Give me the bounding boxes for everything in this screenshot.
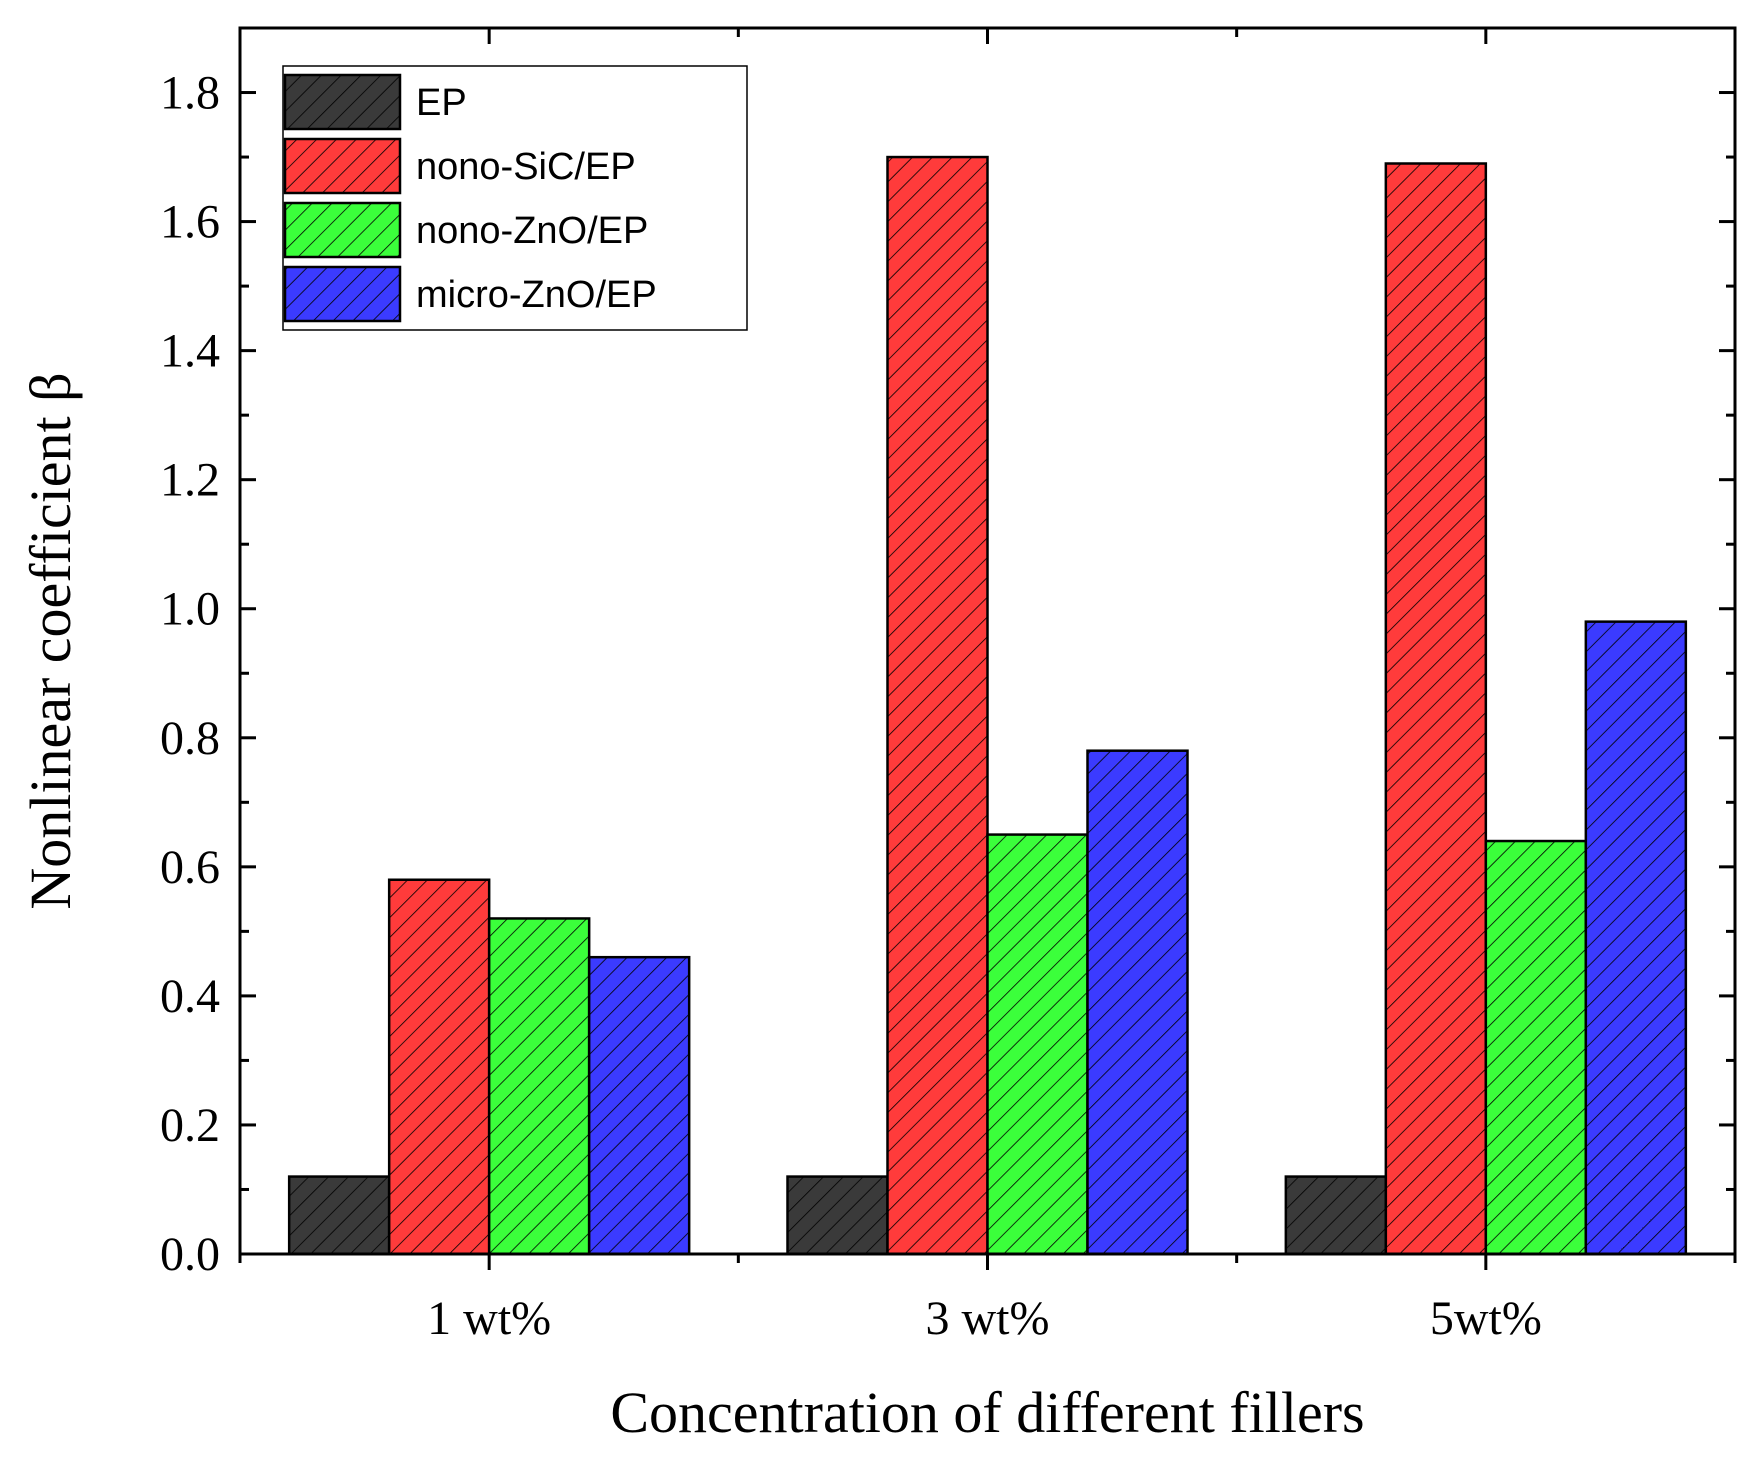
bars-layer — [287, 155, 1688, 1256]
y-tick-label: 0.8 — [160, 712, 220, 765]
bar-ep-1 — [287, 1175, 391, 1256]
bar-nono-zno-ep-2 — [986, 833, 1089, 1256]
legend-swatch-nono-sic-ep — [283, 137, 402, 195]
legend: EP nono-SiC/EP nono-ZnO/EP micro-ZnO/EP — [282, 65, 748, 331]
bar-nono-zno-ep-3 — [1484, 839, 1588, 1256]
legend-label: nono-SiC/EP — [416, 146, 636, 188]
y-tick-label: 1.6 — [160, 196, 220, 249]
bar-nono-zno-ep-1 — [487, 917, 591, 1256]
bar-ep-3 — [1284, 1175, 1388, 1256]
labels-layer: 0.0 0.2 0.4 0.6 0.8 1.0 1.2 1.4 1.6 1.8 1 wt% 3 wt%… — [160, 67, 1542, 1345]
bar-ep-2 — [786, 1175, 889, 1256]
bar-nono-sic-ep-2 — [886, 155, 989, 1256]
x-tick-label: 3 wt% — [926, 1292, 1050, 1345]
bar-micro-zno-ep-1 — [587, 955, 691, 1256]
y-tick-label: 0.4 — [160, 970, 220, 1023]
y-tick-label: 0.6 — [160, 841, 220, 894]
bar-micro-zno-ep-2 — [1086, 749, 1189, 1256]
y-axis-title: Nonlinear coefficient β — [18, 372, 83, 909]
legend-swatch-ep — [283, 73, 402, 131]
legend-label: EP — [416, 82, 467, 124]
ticks-layer — [238, 26, 1737, 1270]
legend-label: nono-ZnO/EP — [416, 210, 648, 252]
x-tick-label: 5wt% — [1430, 1292, 1542, 1345]
bar-nono-sic-ep-3 — [1384, 162, 1488, 1256]
y-tick-label: 0.2 — [160, 1099, 220, 1152]
y-tick-label: 1.4 — [160, 325, 220, 378]
y-tick-label: 1.8 — [160, 67, 220, 120]
bar-nono-sic-ep-1 — [387, 878, 491, 1256]
x-tick-label: 1 wt% — [427, 1292, 551, 1345]
y-tick-label: 1.0 — [160, 583, 220, 636]
x-axis-title: Concentration of different fillers — [610, 1380, 1364, 1445]
legend-swatch-micro-zno-ep — [283, 265, 402, 323]
bar-micro-zno-ep-3 — [1584, 620, 1688, 1256]
y-tick-label: 1.2 — [160, 454, 220, 507]
legend-label: micro-ZnO/EP — [416, 274, 657, 316]
legend-swatch-nono-zno-ep — [283, 201, 402, 259]
y-tick-label: 0.0 — [160, 1228, 220, 1281]
